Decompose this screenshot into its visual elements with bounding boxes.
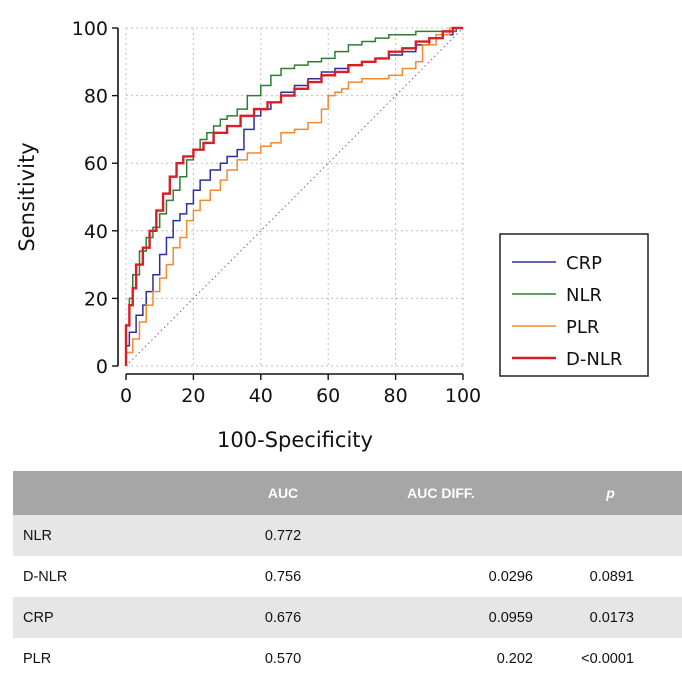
table-cell: 0.676 — [223, 597, 343, 638]
x-axis-ticks: 0 20 40 60 80 100 — [120, 374, 481, 407]
y-tick-label: 0 — [96, 356, 108, 378]
table-row: NLR 0.772 — [13, 515, 682, 556]
chart-axes — [117, 28, 463, 375]
table-header-cell: AUC — [223, 471, 343, 515]
x-tick-label: 80 — [384, 385, 408, 407]
legend-box — [499, 233, 649, 377]
x-tick-label: 60 — [316, 385, 340, 407]
y-tick-label: 80 — [84, 86, 108, 108]
table-header-cell: p — [539, 471, 682, 515]
y-axis-ticks: 0 20 40 60 80 100 — [72, 18, 118, 378]
table-cell: NLR — [13, 515, 223, 556]
series-line-d-nlr — [124, 26, 463, 366]
x-tick-label: 100 — [445, 385, 481, 407]
y-tick-label: 100 — [72, 18, 108, 40]
legend-label-nlr: NLR — [566, 285, 602, 306]
table-cell: 0.202 — [343, 638, 539, 679]
table-cell: 0.0173 — [539, 597, 682, 638]
auc-results-table: AUC AUC DIFF. p NLR 0.772 D-NLR 0.756 0.… — [13, 471, 682, 679]
x-tick-label: 40 — [249, 385, 273, 407]
table-header-row: AUC AUC DIFF. p — [13, 471, 682, 515]
legend-items: CRP NLR PLR D-NLR — [512, 253, 622, 370]
series-line-plr — [125, 27, 463, 366]
table-row: PLR 0.570 0.202 <0.0001 — [13, 638, 682, 679]
table-cell: 0.0891 — [539, 556, 682, 597]
y-tick-label: 60 — [84, 153, 108, 175]
table-cell: 0.0296 — [343, 556, 539, 597]
table-cell: 0.570 — [223, 638, 343, 679]
table-row: CRP 0.676 0.0959 0.0173 — [13, 597, 682, 638]
x-tick-label: 0 — [120, 385, 132, 407]
series-line-nlr — [125, 27, 463, 366]
legend-label-plr: PLR — [566, 317, 599, 338]
table-header-cell: AUC DIFF. — [343, 471, 539, 515]
table-cell — [343, 515, 539, 556]
y-axis-title: Sensitivity — [15, 142, 39, 251]
y-tick-label: 20 — [84, 288, 108, 310]
x-axis-title: 100-Specificity — [217, 428, 373, 452]
roc-chart: 0 20 40 60 80 100 0 20 40 60 80 100 100-Specificit… — [15, 18, 649, 452]
x-tick-label: 20 — [181, 385, 205, 407]
legend-label-d-nlr: D-NLR — [566, 349, 622, 370]
table-header-cell — [13, 471, 223, 515]
chart-legend: CRP NLR PLR D-NLR — [499, 233, 649, 377]
legend-label-crp: CRP — [566, 253, 602, 274]
table-cell: CRP — [13, 597, 223, 638]
reference-diagonal-line — [125, 27, 464, 367]
table-cell: PLR — [13, 638, 223, 679]
table-cell: 0.0959 — [343, 597, 539, 638]
table-row: D-NLR 0.756 0.0296 0.0891 — [13, 556, 682, 597]
table-cell: 0.756 — [223, 556, 343, 597]
table-cell: 0.772 — [223, 515, 343, 556]
table-cell — [539, 515, 682, 556]
table-cell: D-NLR — [13, 556, 223, 597]
series-layer — [124, 26, 463, 366]
table-cell: <0.0001 — [539, 638, 682, 679]
y-tick-label: 40 — [84, 221, 108, 243]
